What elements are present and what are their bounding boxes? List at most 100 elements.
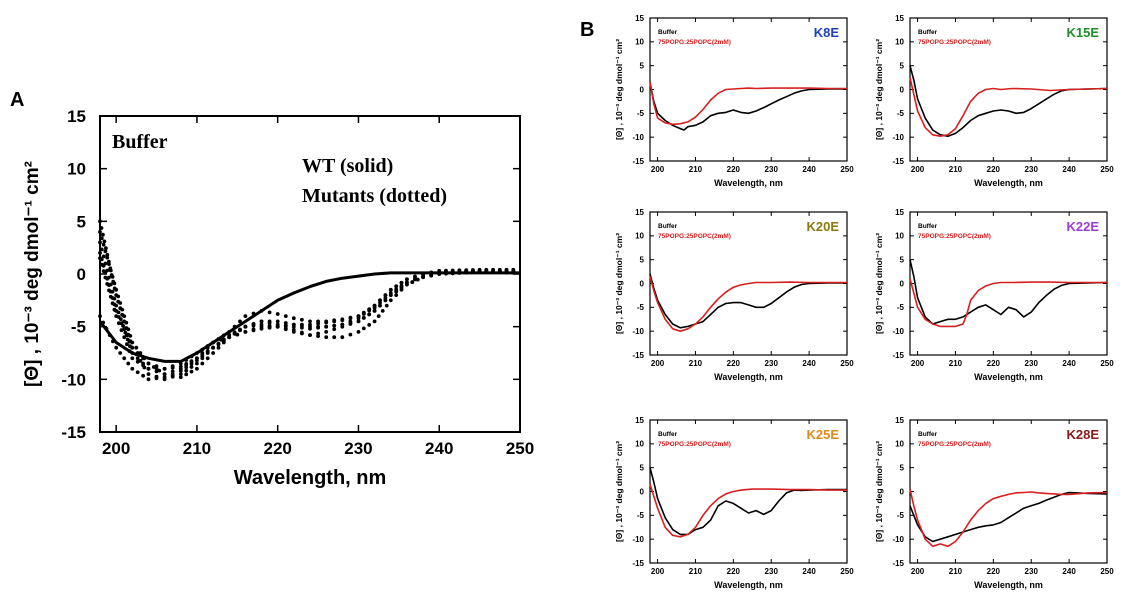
x-tick-label: 250	[506, 439, 534, 458]
x-tick-label: 240	[425, 439, 453, 458]
data-point	[232, 330, 237, 335]
y-tick-label: -15	[61, 423, 86, 442]
y-tick-label: -15	[892, 559, 904, 568]
data-point	[146, 366, 151, 371]
data-point	[211, 345, 216, 350]
data-point	[205, 356, 210, 361]
data-point	[332, 335, 337, 340]
data-point	[98, 230, 102, 234]
chart-panel-1: -15 -10 -5 0 5 10 15 200 210 220 230 240 250 Waveleng…	[614, 14, 854, 188]
series-dotted-4	[98, 230, 516, 380]
data-point	[356, 314, 361, 318]
data-point	[251, 311, 256, 316]
data-point	[378, 303, 382, 308]
data-point	[200, 361, 205, 366]
data-point	[130, 345, 135, 350]
y-tick-label: -5	[897, 511, 905, 520]
y-axis-label: [Θ] , 10⁻³ deg dmol⁻¹ cm²	[614, 441, 624, 542]
data-point	[211, 340, 216, 345]
data-point	[316, 321, 320, 326]
data-point	[227, 335, 232, 340]
data-point	[162, 372, 167, 376]
data-point	[146, 372, 151, 376]
data-point	[410, 280, 415, 284]
data-point	[216, 345, 221, 350]
y-tick-label: -10	[632, 535, 644, 544]
data-point	[399, 280, 404, 285]
y-tick-label: 0	[77, 265, 86, 284]
data-point	[138, 351, 143, 355]
y-tick-label: -15	[632, 559, 644, 568]
series-line-1	[909, 77, 1108, 137]
data-point	[283, 314, 288, 318]
data-point	[259, 326, 264, 331]
data-point	[421, 274, 425, 278]
data-point	[116, 321, 121, 326]
y-tick-label: 15	[895, 14, 904, 23]
series-dotted-5	[98, 268, 516, 382]
data-point	[429, 272, 434, 277]
x-tick-label: 250	[1100, 359, 1114, 368]
y-tick-label: 15	[67, 107, 86, 126]
data-point	[324, 320, 329, 325]
legend-entry: 75POPG:25POPC(2mM)	[658, 39, 731, 46]
y-axis-label: [Θ] , 10⁻³ deg dmol⁻¹ cm²	[22, 161, 43, 387]
panel-title: K15E	[1066, 25, 1099, 40]
x-tick-label: 230	[765, 165, 779, 174]
x-tick-label: 220	[727, 567, 741, 576]
data-point	[101, 254, 106, 259]
x-tick-label: 220	[987, 359, 1001, 368]
data-point	[259, 319, 264, 324]
data-point	[141, 356, 146, 361]
data-point	[112, 281, 117, 286]
series-dotted-2	[98, 240, 516, 376]
y-tick-label: 5	[900, 463, 905, 472]
data-point	[126, 327, 131, 332]
data-point	[504, 268, 509, 273]
series-line-0	[98, 271, 520, 363]
data-point	[107, 262, 111, 266]
y-tick-label: -10	[892, 133, 904, 142]
x-tick-label: 230	[1025, 567, 1039, 576]
x-tick-label: 200	[911, 165, 925, 174]
data-point	[316, 334, 320, 338]
data-point	[267, 310, 272, 315]
data-point	[283, 323, 288, 328]
data-point	[184, 358, 189, 362]
data-point	[340, 318, 345, 323]
data-point	[125, 342, 129, 347]
y-tick-label: -10	[61, 370, 86, 389]
data-point	[103, 270, 108, 275]
data-point	[108, 268, 113, 273]
data-point	[308, 319, 312, 324]
data-point	[178, 369, 183, 373]
y-tick-label: 0	[640, 487, 645, 496]
x-tick-label: 200	[651, 359, 665, 368]
data-point	[348, 319, 353, 324]
data-point	[316, 331, 320, 336]
y-axis-label: [Θ] , 10⁻³ deg dmol⁻¹ cm²	[614, 233, 624, 334]
series-line-1	[649, 484, 847, 538]
data-point	[457, 270, 462, 274]
y-tick-label: 15	[635, 14, 644, 23]
data-point	[146, 361, 151, 366]
legend-entry: 75POPG:25POPC(2mM)	[918, 441, 991, 448]
data-point	[372, 305, 377, 310]
y-tick-label: 10	[635, 38, 644, 47]
data-point	[116, 294, 121, 299]
panel-a-label: A	[10, 89, 24, 111]
data-point	[348, 332, 353, 337]
data-point	[251, 328, 256, 333]
data-point	[130, 356, 135, 361]
x-tick-label: 210	[689, 567, 703, 576]
data-point	[332, 323, 337, 328]
x-axis-label: Wavelength, nm	[714, 580, 783, 590]
data-point	[189, 369, 194, 374]
data-point	[283, 327, 288, 332]
data-point	[238, 319, 242, 324]
data-point	[205, 349, 210, 354]
data-point	[300, 325, 304, 330]
data-point	[101, 320, 106, 325]
data-point	[211, 351, 216, 355]
data-point	[108, 289, 113, 294]
